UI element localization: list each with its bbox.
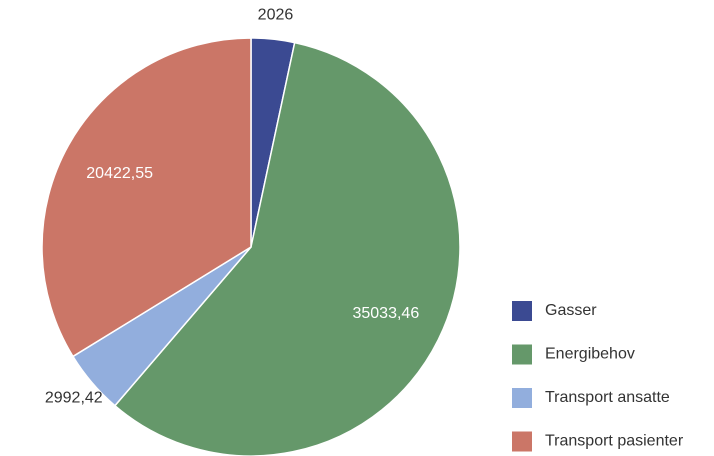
pie-slice [41, 37, 252, 358]
legend-label: Transport ansatte [545, 389, 670, 406]
data-label: 2992,42 [45, 389, 103, 406]
legend-swatch [512, 388, 532, 408]
legend-label: Transport pasienter [545, 433, 684, 450]
legend-swatch [512, 431, 532, 452]
legend-label: Energibehov [545, 346, 635, 363]
data-label: 2026 [258, 7, 294, 24]
data-label: 35033,46 [352, 305, 419, 322]
data-label: 20422,55 [86, 165, 153, 182]
legend-swatch [512, 344, 532, 365]
legend-swatch [512, 301, 532, 321]
pie-slice [113, 41, 461, 456]
legend-label: Gasser [545, 302, 597, 319]
